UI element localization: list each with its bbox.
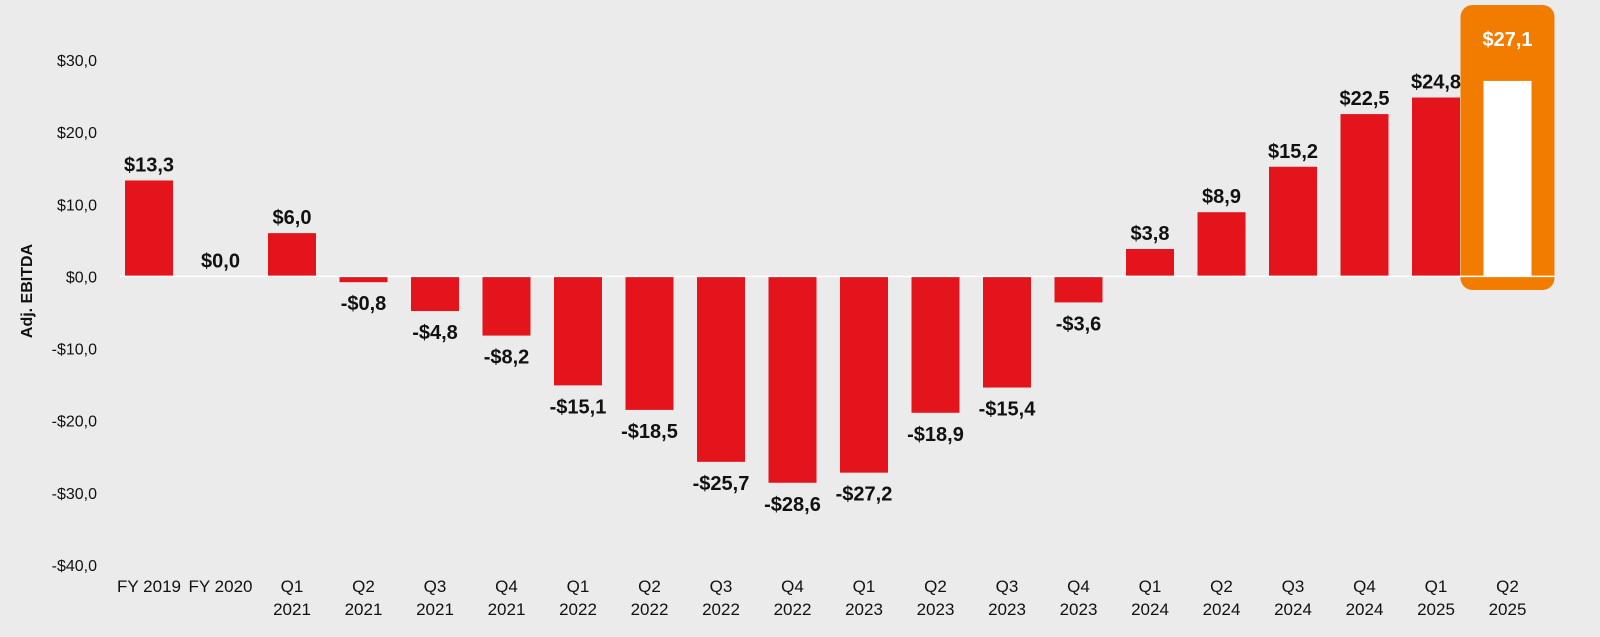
category-label: Q1 2024 [1131, 577, 1169, 619]
bar [911, 276, 960, 413]
data-label: -$0,8 [341, 293, 387, 315]
y-tick-label: -$30,0 [52, 486, 97, 503]
bar [625, 276, 674, 410]
y-tick-label: $0,0 [66, 269, 97, 286]
category-label: Q1 2023 [845, 577, 883, 619]
bar [983, 276, 1031, 388]
bar [1269, 166, 1317, 277]
bar [411, 276, 459, 312]
data-label: -$18,9 [907, 424, 964, 446]
y-tick-label: $20,0 [57, 125, 97, 142]
category-label: FY 2020 [189, 577, 253, 596]
bar [125, 180, 173, 277]
y-tick-label: -$20,0 [52, 414, 97, 431]
bar [482, 276, 531, 336]
data-label: $0,0 [201, 250, 240, 272]
data-label: -$15,4 [979, 399, 1037, 421]
category-label: Q2 2022 [631, 577, 669, 619]
y-axis-title: Adj. EBITDA [19, 243, 36, 338]
data-label: $22,5 [1339, 88, 1389, 110]
bar [840, 276, 888, 473]
y-tick-label: -$40,0 [52, 558, 97, 575]
data-label: $6,0 [273, 207, 312, 229]
bar [339, 276, 388, 283]
data-label: -$28,6 [764, 494, 821, 516]
data-label: -$3,6 [1056, 313, 1102, 335]
bar [1412, 97, 1460, 277]
data-label: $27,1 [1482, 29, 1532, 51]
category-label: Q4 2022 [774, 577, 812, 619]
bar [554, 276, 602, 386]
y-tick-label: $30,0 [57, 53, 97, 70]
data-label: -$25,7 [693, 473, 750, 495]
category-label: Q1 2022 [559, 577, 597, 619]
data-label: -$15,1 [550, 396, 607, 418]
category-label: Q3 2023 [988, 577, 1026, 619]
bar [1126, 249, 1174, 277]
category-label: Q2 2025 [1489, 577, 1527, 619]
category-label: Q1 2025 [1417, 577, 1455, 619]
category-label: Q2 2024 [1203, 577, 1241, 619]
category-label: Q4 2021 [488, 577, 526, 619]
category-label: FY 2019 [117, 577, 181, 596]
category-label: Q4 2023 [1060, 577, 1098, 619]
bar [268, 233, 316, 277]
y-tick-label: -$10,0 [52, 342, 97, 359]
category-label: Q1 2021 [273, 577, 311, 619]
data-label: -$4,8 [412, 322, 458, 344]
category-label: Q3 2021 [416, 577, 454, 619]
data-label: $3,8 [1131, 223, 1170, 245]
bar [1340, 114, 1389, 277]
data-label: -$8,2 [484, 347, 530, 369]
data-label: $15,2 [1268, 141, 1318, 163]
category-label: Q4 2024 [1346, 577, 1384, 619]
bar [1054, 276, 1103, 303]
category-label: Q2 2021 [345, 577, 383, 619]
category-label: Q3 2022 [702, 577, 740, 619]
y-tick-label: $10,0 [57, 197, 97, 214]
category-label: Q2 2023 [917, 577, 955, 619]
data-label: $13,3 [124, 154, 174, 176]
bar-highlighted [1483, 80, 1532, 277]
bar [697, 276, 745, 462]
data-label: -$18,5 [621, 421, 678, 443]
category-label: Q3 2024 [1274, 577, 1312, 619]
data-label: $24,8 [1411, 72, 1461, 94]
data-label: $8,9 [1202, 186, 1241, 208]
bar [1197, 212, 1246, 277]
data-label: -$27,2 [836, 484, 893, 506]
bar [768, 276, 817, 483]
